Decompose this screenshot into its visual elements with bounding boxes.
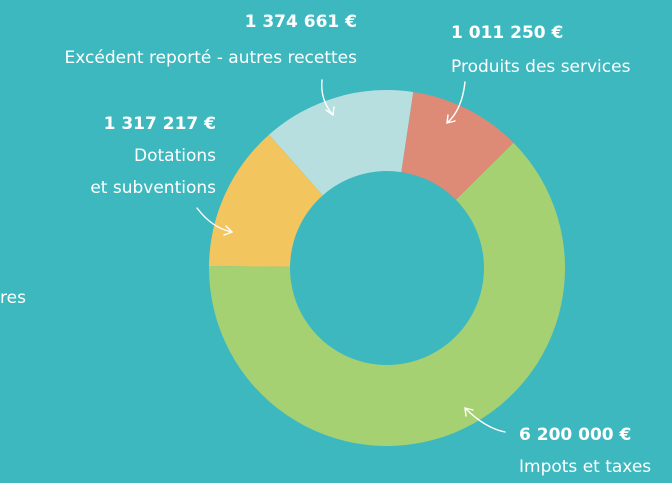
donut-segment [209, 142, 565, 446]
value-label: 6 200 000 € [519, 425, 632, 445]
donut-segment [209, 134, 323, 267]
category-label: Produits des services [451, 57, 631, 77]
donut-segment [269, 89, 414, 196]
category-label: Excédent reporté - autres recettes [64, 48, 357, 68]
value-label: 1 374 661 € [244, 12, 357, 32]
arrow [446, 81, 466, 124]
arrow [464, 407, 506, 433]
arrow [321, 79, 335, 117]
value-label: 1 317 217 € [103, 114, 216, 134]
clipped-text: res [0, 288, 26, 308]
donut-segment [401, 91, 514, 200]
value-label: 1 011 250 € [451, 23, 564, 43]
category-label: Dotations et subventions [90, 146, 216, 198]
category-label: Impots et taxes [519, 457, 652, 477]
arrow [196, 207, 234, 236]
